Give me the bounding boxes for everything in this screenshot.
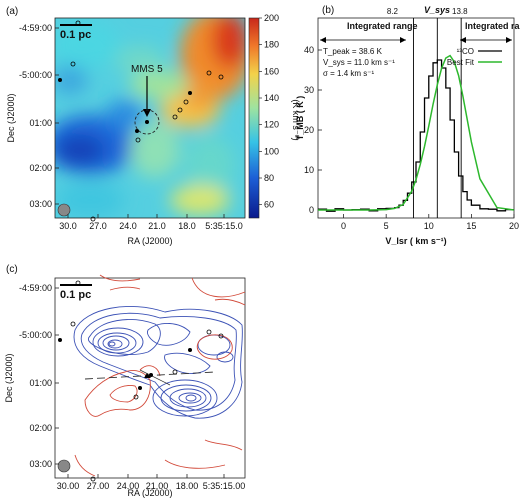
xtick-label: 18.0: [178, 221, 196, 231]
xtick-label: 5:35:15.0: [205, 221, 243, 231]
colorbar-tick: 120: [264, 120, 279, 130]
ytick-label: 20: [304, 125, 314, 135]
panel-c: (c): [4, 264, 246, 498]
param-tpeak: T_peak = 38.6 K: [323, 47, 383, 56]
panel-c-xlabel: RA (J2000): [127, 488, 172, 498]
param-vsys: V_sys = 11.0 km s⁻¹: [323, 58, 395, 67]
ytick-label: 03:00: [29, 459, 52, 469]
ytick-label: 0: [309, 205, 314, 215]
panel-a-label: (a): [6, 6, 18, 17]
ytick-label: -5:00:00: [19, 70, 52, 80]
vline-label-right: 13.8: [452, 7, 468, 16]
ytick-label: 10: [304, 165, 314, 175]
panel-b-xlabel: V_lsr ( km s⁻¹): [385, 236, 446, 246]
xtick-label: 27.00: [87, 481, 110, 491]
scalebar-a: 0.1 pc: [60, 29, 91, 41]
ytick-label: 01:00: [29, 378, 52, 388]
protostar-markers: [58, 20, 224, 222]
xtick-label: 27.0: [89, 221, 107, 231]
xtick-label: 10: [424, 221, 434, 231]
scalebar-c: 0.1 pc: [60, 289, 91, 301]
beam-icon-c: [57, 459, 71, 473]
param-sigma: σ = 1.4 km s⁻¹: [323, 69, 375, 78]
series-best-fit-line: [318, 54, 514, 211]
ytick-label: 30: [304, 85, 314, 95]
ytick-label: -4:59:00: [19, 23, 52, 33]
ytick-label: 02:00: [29, 423, 52, 433]
colorbar-tick: 180: [264, 40, 279, 50]
colorbar-tick: 160: [264, 66, 279, 76]
ytick-label: -5:00:00: [19, 330, 52, 340]
colorbar-label: (K km s⁻¹): [291, 99, 301, 140]
xtick-label: 5: [384, 221, 389, 231]
colorbar-tick: 80: [264, 173, 274, 183]
xtick-label: 18.00: [176, 481, 199, 491]
mms5-label: MMS 5: [131, 64, 163, 75]
xtick-label: 30.0: [59, 221, 77, 231]
series-13co-line: [318, 59, 514, 212]
xtick-label: 24.00: [117, 481, 140, 491]
panel-a-ylabel: Dec (J2000): [6, 93, 16, 142]
legend: ¹³CO Best Fit: [447, 47, 502, 67]
ytick-label: 03:00: [29, 199, 52, 209]
xtick-label: 21.00: [146, 481, 169, 491]
integrated-range-left: Integrated range: [347, 21, 418, 31]
xtick-label: 24.0: [119, 221, 137, 231]
xtick-label: 30.00: [57, 481, 80, 491]
ytick-label: -4:59:00: [19, 283, 52, 293]
integrated-range-right: Integrated range: [465, 21, 520, 31]
panel-b-label: (b): [322, 5, 334, 16]
xtick-label: 5:35:15.00: [203, 481, 246, 491]
vline-label-left: 8.2: [387, 7, 399, 16]
panel-a: (a) 0.1 pc: [6, 6, 301, 246]
panel-b-ylabel: T_MB ( K ): [295, 96, 305, 141]
red-contours: [74, 274, 246, 477]
vsys-label: V_sys: [424, 5, 450, 15]
panel-c-label: (c): [6, 264, 18, 275]
panel-b: (b) 0 5 10 15 20 0 10 20 30 40 8.2 V_sys 13.8 Int…: [295, 5, 520, 246]
ytick-label: 01:00: [29, 118, 52, 128]
legend-best-fit: Best Fit: [447, 58, 475, 67]
legend-13co: ¹³CO: [457, 47, 474, 56]
colorbar: [248, 17, 260, 219]
xtick-label: 15: [466, 221, 476, 231]
colorbar-tick: 60: [264, 200, 274, 210]
colorbar-tick: 200: [264, 13, 279, 23]
colorbar-tick: 100: [264, 146, 279, 156]
intensity-map: [55, 18, 245, 218]
colorbar-tick: 140: [264, 93, 279, 103]
xtick-label: 0: [341, 221, 346, 231]
panel-a-xlabel: RA (J2000): [127, 236, 172, 246]
protostar-markers-c: [58, 280, 224, 482]
beam-icon: [57, 203, 71, 217]
ytick-label: 02:00: [29, 163, 52, 173]
mms5-circle: [134, 109, 160, 135]
ytick-label: 40: [304, 45, 314, 55]
panel-c-ylabel: Dec (J2000): [4, 353, 14, 402]
xtick-label: 21.0: [148, 221, 166, 231]
xtick-label: 20: [509, 221, 519, 231]
blue-contours: [73, 306, 243, 419]
